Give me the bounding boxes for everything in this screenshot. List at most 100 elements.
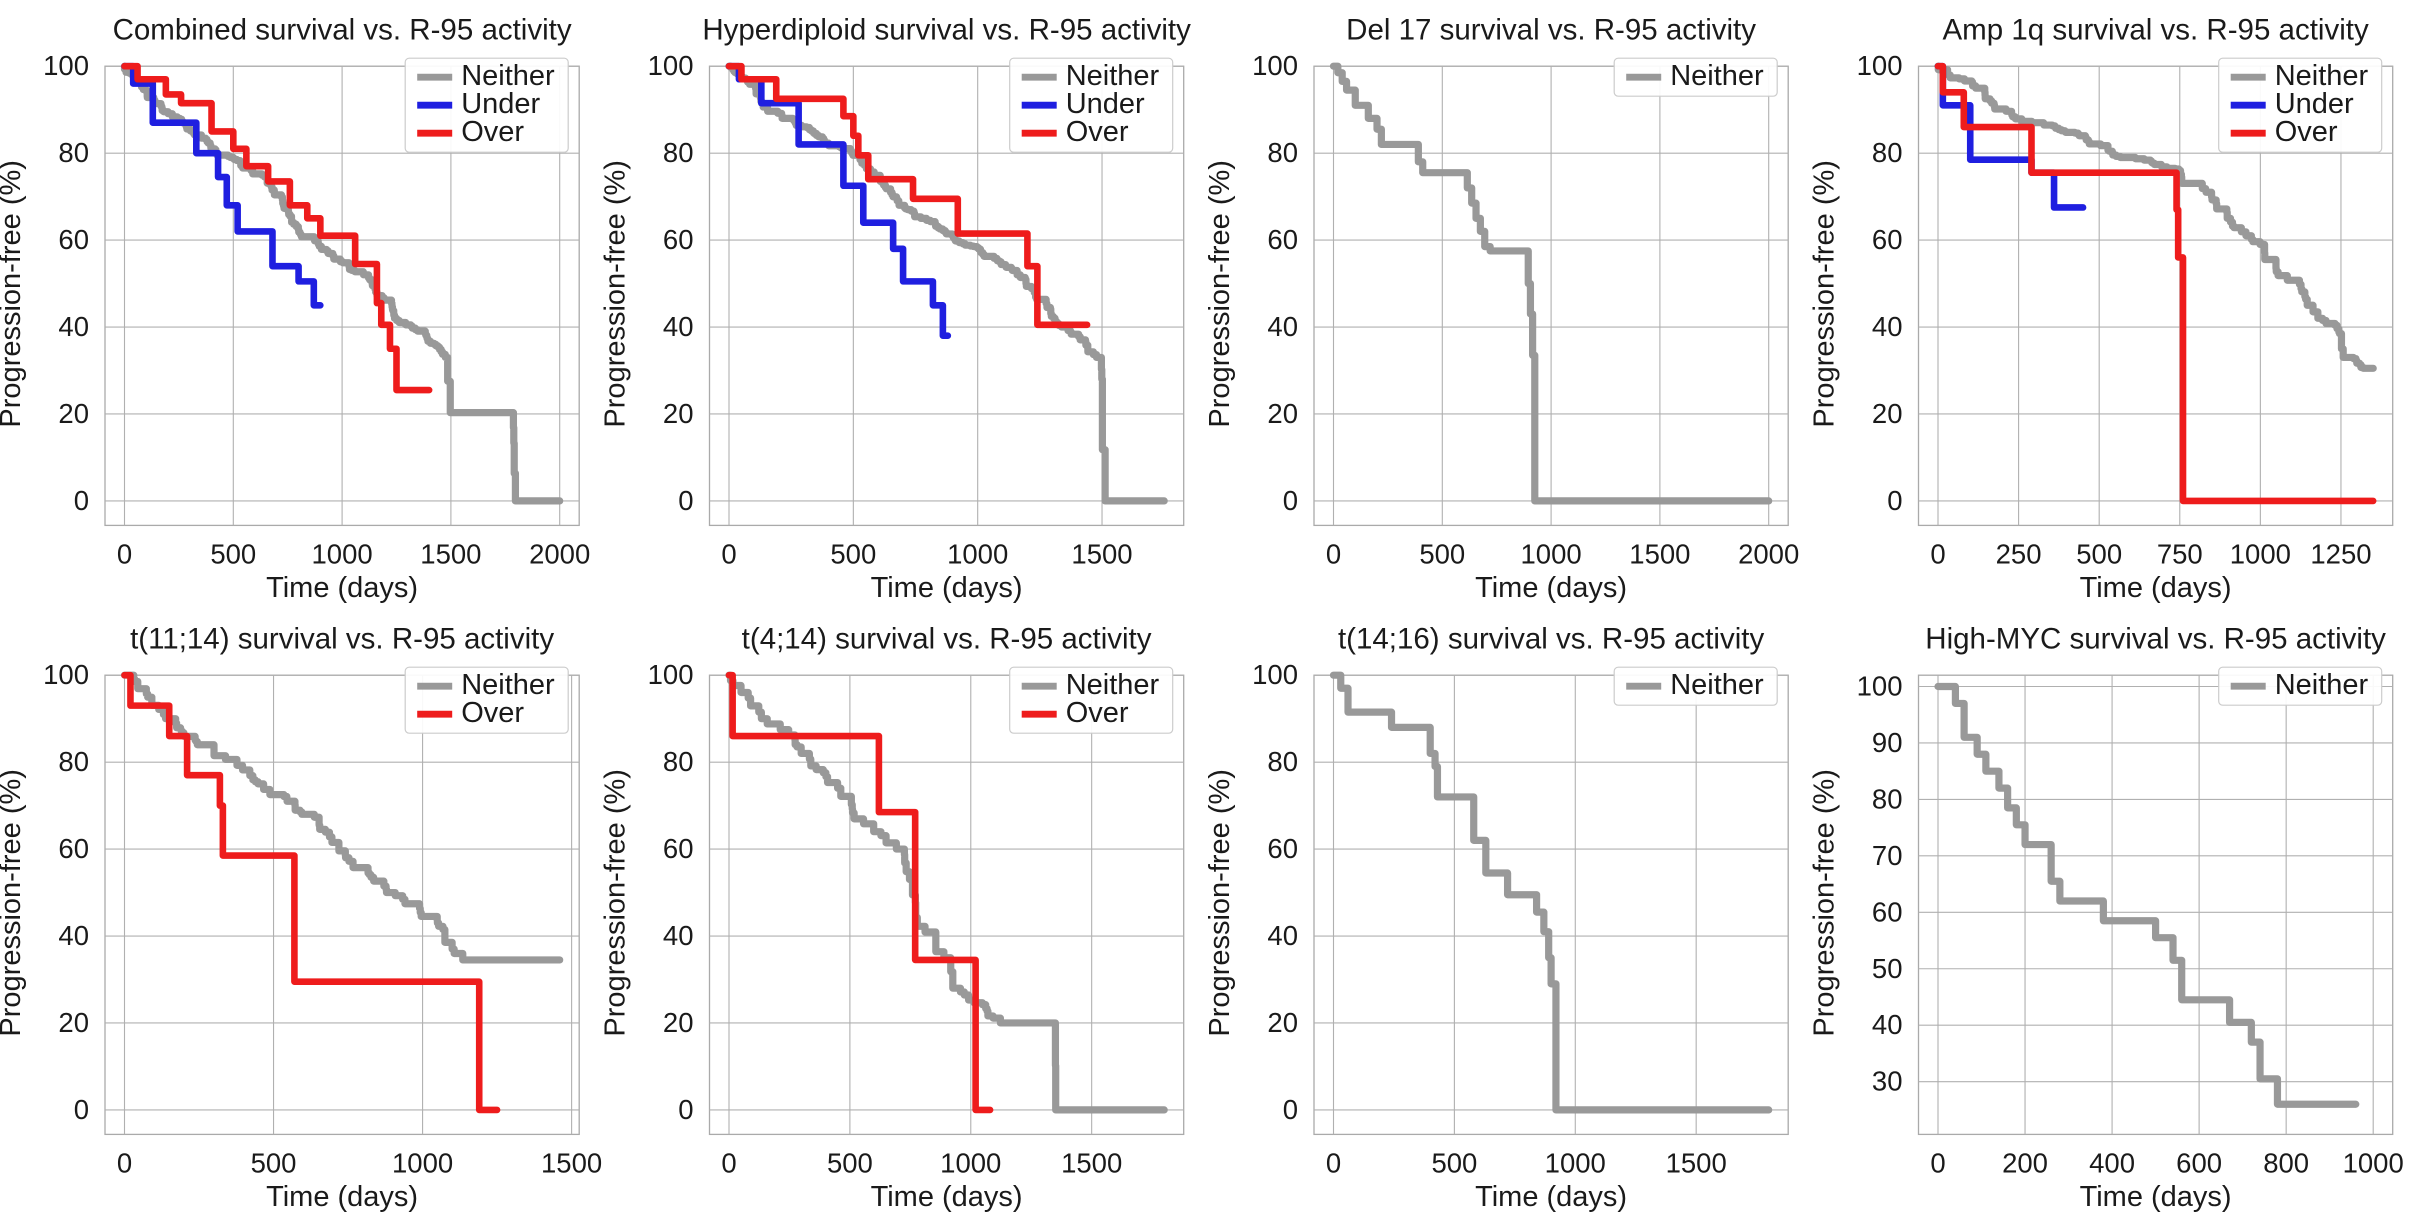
svg-text:20: 20: [1267, 1007, 1298, 1038]
svg-text:400: 400: [2089, 1147, 2135, 1178]
svg-text:Over: Over: [461, 697, 524, 729]
svg-text:0: 0: [74, 1094, 89, 1125]
svg-text:Progression-free (%): Progression-free (%): [1204, 160, 1236, 428]
svg-text:800: 800: [2263, 1147, 2309, 1178]
svg-text:40: 40: [1267, 311, 1298, 342]
svg-text:80: 80: [58, 746, 89, 777]
svg-text:t(11;14) survival vs. R-95 act: t(11;14) survival vs. R-95 activity: [130, 623, 554, 656]
svg-text:t(4;14) survival vs. R-95 acti: t(4;14) survival vs. R-95 activity: [742, 623, 1152, 656]
svg-text:Progression-free (%): Progression-free (%): [0, 769, 27, 1037]
svg-text:1500: 1500: [420, 538, 481, 569]
svg-text:40: 40: [663, 920, 694, 951]
svg-text:Progression-free (%): Progression-free (%): [1809, 160, 1841, 428]
svg-text:90: 90: [1872, 727, 1903, 758]
svg-text:70: 70: [1872, 840, 1903, 871]
svg-text:80: 80: [58, 137, 89, 168]
svg-text:Progression-free (%): Progression-free (%): [0, 160, 27, 428]
svg-text:100: 100: [43, 659, 89, 690]
svg-text:60: 60: [58, 833, 89, 864]
svg-text:20: 20: [663, 398, 694, 429]
svg-text:High-MYC survival vs. R-95 act: High-MYC survival vs. R-95 activity: [1925, 623, 2386, 656]
svg-text:0: 0: [1930, 538, 1945, 569]
svg-text:250: 250: [1996, 538, 2042, 569]
svg-text:100: 100: [1252, 50, 1298, 81]
svg-text:Time (days): Time (days): [1475, 572, 1627, 604]
svg-text:1500: 1500: [1071, 538, 1132, 569]
svg-text:0: 0: [678, 1094, 693, 1125]
svg-text:0: 0: [117, 1147, 132, 1178]
svg-text:1000: 1000: [940, 1147, 1001, 1178]
svg-text:Time (days): Time (days): [871, 572, 1023, 604]
svg-text:1000: 1000: [1521, 538, 1582, 569]
svg-text:Time (days): Time (days): [266, 1181, 418, 1213]
svg-text:1000: 1000: [947, 538, 1008, 569]
svg-text:60: 60: [1872, 896, 1903, 927]
svg-text:0: 0: [1326, 1147, 1341, 1178]
svg-text:2000: 2000: [529, 538, 590, 569]
svg-text:Hyperdiploid survival vs. R-95: Hyperdiploid survival vs. R-95 activity: [702, 14, 1191, 47]
svg-text:500: 500: [251, 1147, 297, 1178]
svg-text:500: 500: [2076, 538, 2122, 569]
svg-text:1000: 1000: [1545, 1147, 1606, 1178]
svg-text:500: 500: [827, 1147, 873, 1178]
svg-text:0: 0: [678, 485, 693, 516]
svg-text:40: 40: [58, 311, 89, 342]
svg-text:60: 60: [663, 224, 694, 255]
svg-text:100: 100: [648, 50, 694, 81]
svg-text:Time (days): Time (days): [1475, 1181, 1627, 1213]
svg-text:60: 60: [663, 833, 694, 864]
svg-text:60: 60: [1267, 224, 1298, 255]
svg-text:Neither: Neither: [1670, 669, 1764, 701]
svg-text:0: 0: [1283, 1094, 1298, 1125]
svg-text:80: 80: [1872, 137, 1903, 168]
svg-text:Progression-free (%): Progression-free (%): [1204, 769, 1236, 1037]
svg-text:0: 0: [721, 538, 736, 569]
svg-text:30: 30: [1872, 1066, 1903, 1097]
svg-text:Time (days): Time (days): [266, 572, 418, 604]
svg-text:60: 60: [1872, 224, 1903, 255]
svg-text:80: 80: [663, 137, 694, 168]
svg-text:80: 80: [1872, 783, 1903, 814]
svg-text:40: 40: [1872, 311, 1903, 342]
svg-text:Combined survival vs. R-95 act: Combined survival vs. R-95 activity: [113, 14, 572, 47]
svg-text:40: 40: [663, 311, 694, 342]
svg-text:20: 20: [58, 398, 89, 429]
svg-text:100: 100: [1252, 659, 1298, 690]
svg-text:40: 40: [58, 920, 89, 951]
svg-text:20: 20: [1267, 398, 1298, 429]
svg-text:0: 0: [74, 485, 89, 516]
svg-text:1250: 1250: [2310, 538, 2371, 569]
svg-text:80: 80: [1267, 746, 1298, 777]
svg-text:0: 0: [1887, 485, 1902, 516]
svg-text:Progression-free (%): Progression-free (%): [600, 160, 632, 428]
svg-text:Amp 1q survival vs. R-95 activ: Amp 1q survival vs. R-95 activity: [1942, 14, 2368, 47]
svg-text:1500: 1500: [541, 1147, 602, 1178]
svg-text:60: 60: [1267, 833, 1298, 864]
svg-text:1000: 1000: [312, 538, 373, 569]
svg-text:100: 100: [1857, 670, 1903, 701]
svg-text:Time (days): Time (days): [2080, 1181, 2232, 1213]
svg-text:Time (days): Time (days): [2080, 572, 2232, 604]
svg-text:Progression-free (%): Progression-free (%): [600, 769, 632, 1037]
svg-text:600: 600: [2176, 1147, 2222, 1178]
svg-text:Over: Over: [1066, 697, 1129, 729]
svg-text:Over: Over: [461, 116, 524, 148]
svg-text:1000: 1000: [392, 1147, 453, 1178]
svg-text:0: 0: [117, 538, 132, 569]
svg-text:1500: 1500: [1061, 1147, 1122, 1178]
svg-text:0: 0: [1283, 485, 1298, 516]
svg-text:2000: 2000: [1738, 538, 1799, 569]
svg-text:50: 50: [1872, 953, 1903, 984]
svg-text:80: 80: [1267, 137, 1298, 168]
svg-text:20: 20: [1872, 398, 1903, 429]
svg-text:500: 500: [1431, 1147, 1477, 1178]
svg-text:Over: Over: [2275, 116, 2338, 148]
svg-text:1000: 1000: [2230, 538, 2291, 569]
svg-text:0: 0: [1930, 1147, 1945, 1178]
svg-text:750: 750: [2157, 538, 2203, 569]
svg-text:Progression-free (%): Progression-free (%): [1809, 769, 1841, 1037]
svg-text:500: 500: [210, 538, 256, 569]
svg-text:60: 60: [58, 224, 89, 255]
svg-text:100: 100: [648, 659, 694, 690]
svg-text:1500: 1500: [1629, 538, 1690, 569]
